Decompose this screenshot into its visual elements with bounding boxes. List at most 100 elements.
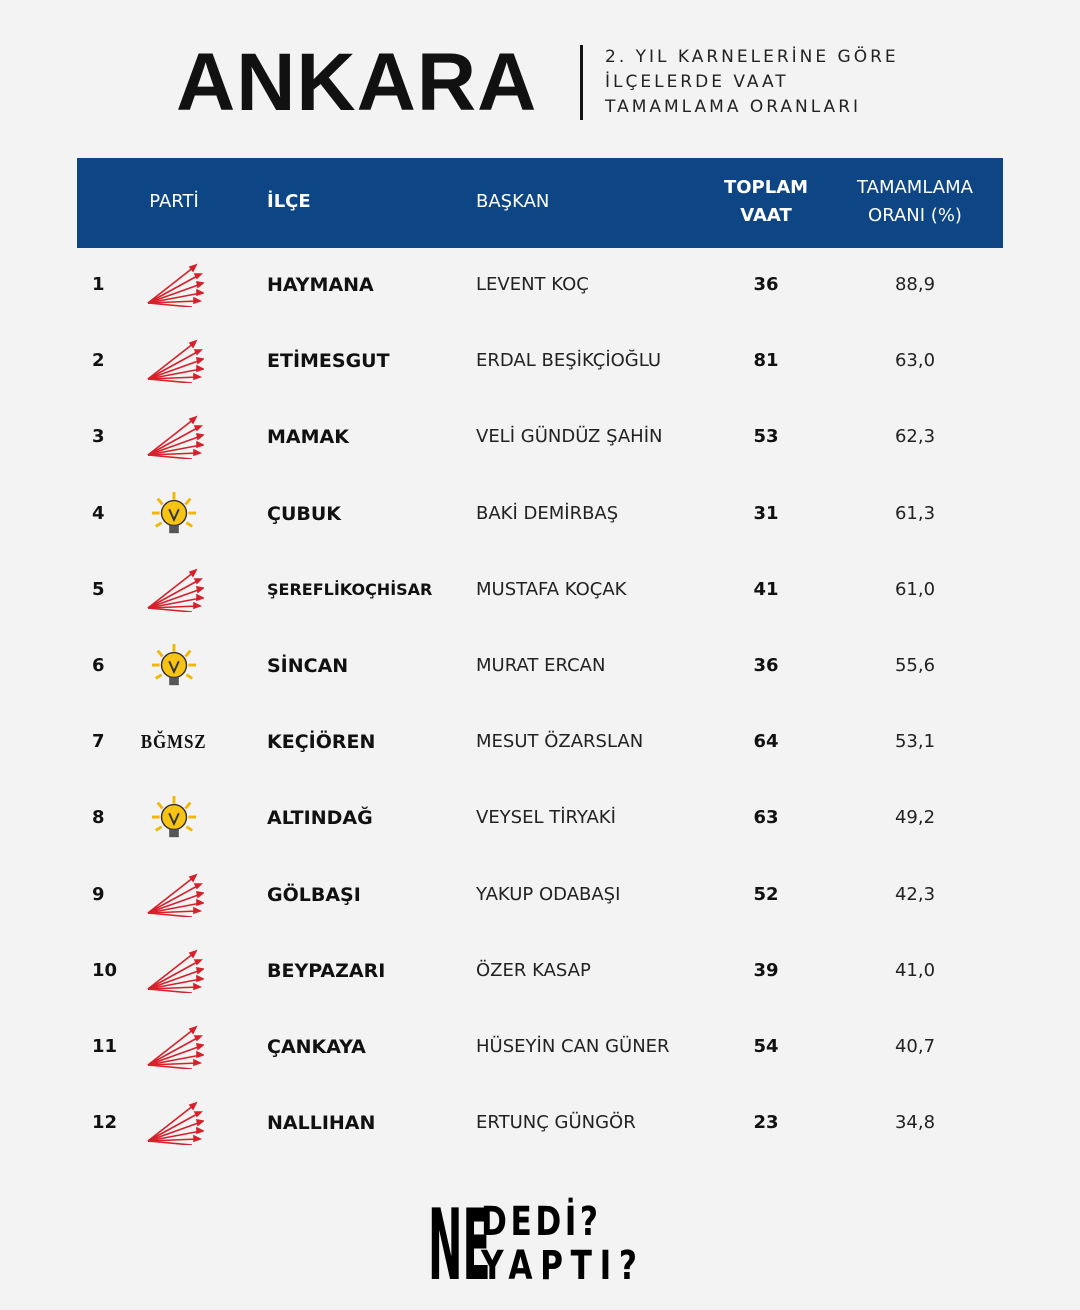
rank: 12 [92,1112,118,1134]
total-promises: 64 [753,731,779,753]
column-header: TAMAMLAMA [857,177,973,198]
mayor: BAKİ DEMİRBAŞ [476,502,619,524]
rank: 3 [92,426,105,448]
subtitle-line: TAMAMLAMA ORANLARI [605,97,862,117]
rank: 10 [92,959,118,981]
total-promises: 36 [753,655,779,676]
total-promises: 63 [753,807,779,829]
party: BĞMSZ [134,704,214,780]
completion-rate: 41,0 [894,959,936,981]
column-header: BAŞKAN [476,191,550,212]
akp-logo [150,642,198,687]
logo-bottom: YAPTI? [480,1243,637,1285]
table-row: 6 SİNCAN MURAT ERCAN 36 55,6 [0,628,1080,704]
column-header: ORANI (%) [868,205,962,226]
party [134,780,214,856]
completion-rate: 61,3 [894,502,936,524]
table-row: 2 ETİMESGUT ERDAL BEŞİKÇİOĞLU 81 63,0 [0,323,1080,399]
total-promises: 36 [753,274,779,295]
party [134,1009,214,1085]
rank: 11 [92,1036,118,1057]
akp-logo [150,794,198,840]
completion-rate: 53,1 [894,731,936,753]
chp-logo [147,416,204,460]
district: MAMAK [267,426,349,449]
chp-logo [147,949,204,993]
chp-logo [147,264,204,307]
column-header: VAAT [740,205,792,226]
party [134,476,214,552]
table-row: 5 ŞEREFLİKOÇHİSAR MUSTAFA KOÇAK 41 61,0 [0,552,1080,628]
district: HAYMANA [267,274,374,296]
mayor: ÖZER KASAP [476,959,591,981]
rank: 9 [92,883,105,905]
district: KEÇİÖREN [267,731,376,754]
table-row: 1 HAYMANA LEVENT KOÇ 36 88,9 [0,247,1080,323]
chp-logo [147,1026,204,1069]
rank: 8 [92,807,105,829]
district: SİNCAN [267,655,349,677]
party [134,1085,214,1161]
table-row: 11 ÇANKAYA HÜSEYİN CAN GÜNER 54 40,7 [0,1009,1080,1085]
district: ÇUBUK [267,502,342,525]
completion-rate: 42,3 [894,883,936,905]
party-label: BĞMSZ [141,730,207,753]
table-row: 8 ALTINDAĞ VEYSEL TİRYAKİ 63 49,2 [0,780,1080,856]
rank: 6 [92,655,105,676]
mayor: VEYSEL TİRYAKİ [476,807,616,829]
mayor: HÜSEYİN CAN GÜNER [476,1036,670,1057]
completion-rate: 63,0 [894,350,936,372]
party [134,857,214,933]
completion-rate: 88,9 [894,274,936,295]
total-promises: 54 [753,1036,779,1057]
mayor: ERDAL BEŞİKÇİOĞLU [476,350,662,372]
district: ŞEREFLİKOÇHİSAR [267,579,433,599]
mayor: MUSTAFA KOÇAK [476,578,627,600]
total-promises: 81 [753,350,779,372]
total-promises: 31 [753,502,779,524]
district: NALLIHAN [267,1112,376,1135]
district: BEYPAZARI [267,959,386,982]
party [134,247,214,323]
completion-rate: 62,3 [894,426,936,448]
chp-logo [147,1102,204,1146]
district: ÇANKAYA [267,1036,366,1058]
table-row: 10 BEYPAZARI ÖZER KASAP 39 41,0 [0,933,1080,1009]
rank: 5 [92,578,105,600]
table-row: 7 BĞMSZ KEÇİÖREN MESUT ÖZARSLAN 64 53,1 [0,704,1080,780]
total-promises: 39 [753,959,779,981]
column-header: TOPLAM [723,177,809,198]
mayor: LEVENT KOÇ [476,274,589,295]
subtitle-line: İLÇELERDE VAAT [605,72,789,92]
table-row: 4 ÇUBUK BAKİ DEMİRBAŞ 31 61,3 [0,476,1080,552]
rank: 7 [92,731,105,753]
party [134,933,214,1009]
district: GÖLBAŞI [267,883,361,906]
mayor: MESUT ÖZARSLAN [476,731,644,753]
completion-rate: 40,7 [894,1036,936,1057]
mayor: ERTUNÇ GÜNGÖR [476,1112,636,1134]
total-promises: 52 [753,883,779,905]
chp-logo [147,568,204,612]
logo-ne: NE [428,1195,491,1285]
completion-rate: 61,0 [894,578,936,600]
district: ETİMESGUT [267,350,390,373]
title: ANKARA [176,37,538,128]
mayor: MURAT ERCAN [476,655,606,676]
table-row: 9 GÖLBAŞI YAKUP ODABAŞI 52 42,3 [0,857,1080,933]
rank: 4 [92,502,105,524]
party [134,323,214,399]
table-row: 3 MAMAK VELİ GÜNDÜZ ŞAHİN 53 62,3 [0,399,1080,475]
mayor: VELİ GÜNDÜZ ŞAHİN [476,426,663,448]
total-promises: 23 [753,1112,779,1134]
table-row: 12 NALLIHAN ERTUNÇ GÜNGÖR 23 34,8 [0,1085,1080,1161]
completion-rate: 49,2 [894,807,936,829]
party [134,552,214,628]
table-header: PARTİ İLÇE BAŞKAN TOPLAM VAAT TAMAMLAMA … [77,158,1003,248]
logo: NE DEDİ? YAPTI? [428,1195,637,1285]
column-header: İLÇE [267,191,311,212]
mayor: YAKUP ODABAŞI [476,883,621,905]
district: ALTINDAĞ [267,807,373,830]
rank: 1 [92,274,105,295]
